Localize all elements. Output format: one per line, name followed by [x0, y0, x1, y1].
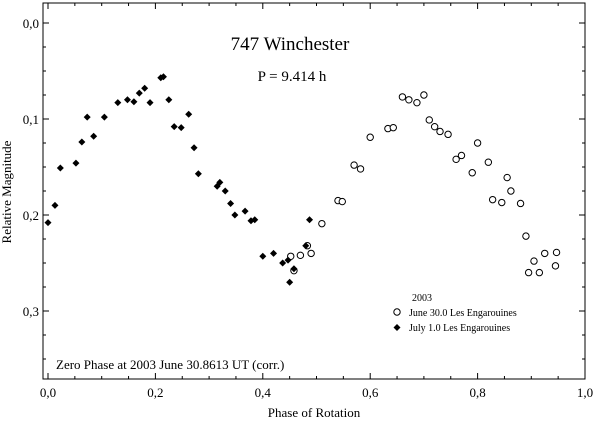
legend-open-circle-marker: [393, 308, 401, 316]
zero-phase-note: Zero Phase at 2003 June 30.8613 UT (corr…: [56, 357, 284, 372]
legend: 2003 June 30.0 Les Engarouines July 1.0 …: [393, 293, 517, 334]
filled-diamond-point: [44, 219, 52, 227]
filled-diamond-point: [306, 216, 314, 224]
open-circle-point: [507, 187, 515, 195]
open-circle-point: [522, 232, 530, 240]
open-circle-point: [457, 151, 466, 160]
open-circle-point: [413, 98, 421, 107]
filled-diamond-point: [100, 113, 108, 121]
filled-diamond-point: [130, 98, 138, 106]
filled-diamond-point: [290, 265, 298, 273]
open-circle-point: [338, 197, 346, 206]
x-tick-labels: 0,0 0,2 0,4 0,6 0,8 1,0: [40, 385, 593, 400]
open-circle-point: [420, 91, 428, 99]
open-circle-point: [530, 257, 538, 265]
open-circle-point: [524, 268, 533, 277]
filled-diamond-point: [177, 124, 185, 132]
filled-diamond-point: [185, 110, 193, 118]
open-circle-point: [296, 251, 305, 260]
filled-diamond-point: [251, 216, 259, 224]
legend-filled-diamond-marker: [393, 324, 401, 331]
filled-diamond-point: [286, 278, 294, 286]
open-circle-point: [436, 127, 444, 136]
open-circle-point: [551, 262, 560, 270]
filled-diamond-point: [216, 178, 224, 186]
x-tick-label: 0,4: [255, 385, 272, 400]
chart-subtitle: P = 9.414 h: [258, 69, 327, 85]
filled-diamond-point: [72, 159, 80, 167]
open-circle-point: [389, 123, 397, 132]
legend-title: 2003: [412, 293, 432, 304]
open-circle-point: [541, 249, 549, 258]
filled-diamond-point: [259, 252, 267, 260]
axis-ticks: [43, 3, 586, 379]
filled-diamond-point: [165, 96, 173, 104]
open-circle-point: [405, 96, 413, 104]
filled-diamond-point: [231, 211, 239, 219]
filled-diamond-point: [141, 84, 149, 92]
open-circle-point: [452, 155, 460, 164]
open-circle-point: [444, 130, 452, 139]
open-circle-point: [473, 139, 482, 147]
x-tick-label: 0,0: [40, 385, 56, 400]
filled-diamond-point: [83, 113, 91, 121]
filled-diamond-point: [159, 73, 167, 81]
filled-diamond-point: [302, 242, 310, 250]
legend-series-2-label: July 1.0 Les Engarouines: [409, 323, 510, 334]
open-circle-point: [552, 248, 561, 257]
filled-diamond-point: [279, 259, 287, 267]
filled-diamond-point: [114, 99, 122, 107]
filled-diamond-point: [227, 199, 235, 207]
filled-diamond-point: [221, 187, 229, 195]
open-circle-point: [398, 93, 407, 101]
y-tick-label: 0,1: [23, 112, 39, 127]
y-axis-label: Relative Magnitude: [0, 140, 14, 243]
filled-diamond-point: [284, 256, 292, 264]
open-circle-point: [468, 169, 476, 177]
y-tick-label: 0,2: [23, 208, 39, 223]
y-tick-label: 0,3: [23, 304, 39, 319]
open-circle-point: [318, 219, 326, 228]
filled-diamond-point: [170, 123, 178, 131]
open-circle-point: [350, 161, 358, 169]
filled-diamond-point: [190, 144, 198, 152]
filled-diamond-point: [270, 249, 278, 257]
y-tick-label: 0,0: [23, 16, 39, 31]
filled-diamond-point: [51, 201, 59, 209]
chart-title: 747 Winchester: [231, 34, 350, 55]
filled-diamond-point: [241, 207, 249, 215]
x-tick-label: 1,0: [577, 385, 593, 400]
filled-diamond-point: [56, 164, 64, 172]
filled-diamond-point: [194, 170, 202, 178]
x-tick-label: 0,6: [362, 385, 379, 400]
filled-diamond-point: [146, 99, 154, 107]
filled-diamond-point: [123, 96, 131, 104]
legend-series-1-label: June 30.0 Les Engarouines: [409, 308, 517, 319]
open-circle-point: [516, 199, 525, 208]
filled-diamond-point: [135, 89, 143, 97]
data-points: [44, 73, 561, 286]
x-axis-label: Phase of Rotation: [268, 405, 361, 420]
open-circle-point: [535, 268, 544, 277]
x-tick-label: 0,8: [469, 385, 485, 400]
open-circle-point: [430, 122, 439, 131]
open-circle-point: [356, 165, 365, 173]
open-circle-point: [498, 198, 506, 207]
open-circle-point: [307, 249, 315, 258]
open-circle-point: [366, 133, 374, 141]
x-tick-label: 0,2: [147, 385, 163, 400]
open-circle-point: [425, 116, 433, 124]
open-circle-point: [503, 173, 511, 182]
y-tick-labels: 0,0 0,1 0,2 0,3: [23, 16, 39, 319]
open-circle-point: [488, 195, 497, 204]
filled-diamond-point: [78, 138, 86, 146]
filled-diamond-point: [90, 132, 98, 140]
open-circle-point: [484, 158, 493, 166]
